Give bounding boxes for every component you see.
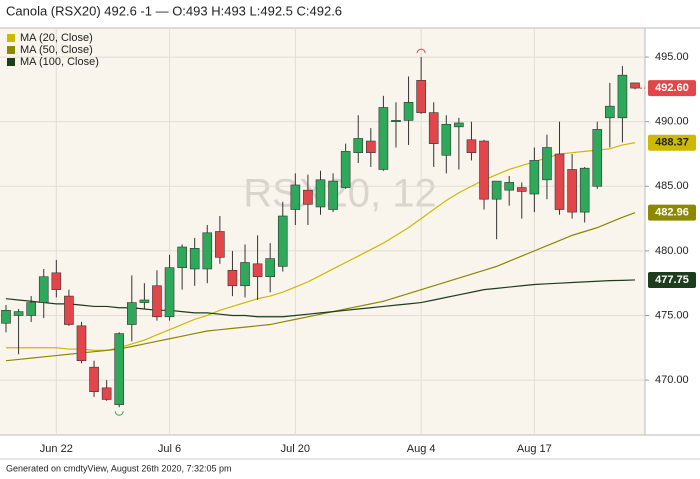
candle-body — [491, 180, 502, 200]
candle-body — [504, 182, 515, 191]
legend-swatch — [7, 34, 15, 42]
x-tick-label: Aug 17 — [517, 443, 552, 455]
legend-label: MA (50, Close) — [20, 44, 93, 56]
price-tag — [648, 80, 696, 97]
candle-body — [428, 112, 439, 144]
candle-body — [391, 120, 401, 122]
x-tick-label: Aug 4 — [407, 443, 436, 455]
legend-label: MA (20, Close) — [20, 32, 93, 44]
y-tick-label: 475.00 — [655, 309, 689, 321]
candle-body — [315, 179, 326, 208]
y-tick-label: 470.00 — [655, 374, 689, 386]
x-tick-label: Jul 20 — [281, 443, 310, 455]
price-tag-label: 477.75 — [655, 274, 689, 286]
plot-area — [0, 28, 645, 435]
candle-body — [202, 232, 213, 270]
candle-body — [441, 123, 452, 156]
ma-line — [5, 279, 636, 318]
x-tick-label: Jun 22 — [40, 443, 73, 455]
candle-body — [542, 147, 552, 181]
legend-label: MA (100, Close) — [20, 56, 99, 68]
candle-body — [328, 180, 338, 210]
candle-body — [454, 122, 464, 128]
candle-body — [127, 302, 137, 325]
candle-body — [164, 267, 175, 318]
candle-body — [64, 295, 74, 325]
price-tag-label: 482.96 — [655, 207, 689, 219]
price-tag — [648, 204, 696, 221]
x-tick-label: Jul 6 — [158, 443, 181, 455]
price-tag — [648, 271, 696, 288]
ma-line — [5, 212, 636, 362]
watermark: RSX20, 12 — [243, 172, 436, 216]
price-tag-label: 492.60 — [655, 82, 689, 94]
candle-body — [630, 82, 640, 89]
candle-body — [76, 325, 87, 362]
price-tag-label: 488.37 — [655, 137, 689, 149]
low-marker — [114, 411, 124, 416]
y-tick-label: 485.00 — [655, 180, 689, 192]
candle-body — [139, 299, 150, 303]
candle-body — [277, 215, 288, 267]
candle-body — [303, 189, 313, 205]
y-tick-label: 490.00 — [655, 116, 689, 128]
candle-body — [265, 258, 275, 278]
candle-body — [416, 80, 426, 113]
candle-body — [51, 272, 62, 290]
legend-swatch — [7, 46, 15, 54]
legend-swatch — [7, 58, 15, 66]
candle-body — [227, 269, 238, 287]
high-marker — [416, 48, 426, 54]
candle-body — [567, 169, 577, 213]
candle-body — [38, 276, 49, 303]
candle-body — [252, 263, 263, 278]
candle-body — [592, 129, 603, 187]
candle-body — [177, 246, 187, 268]
candle-body — [340, 151, 351, 188]
candle-body — [378, 107, 389, 170]
candle-body — [215, 231, 225, 258]
candle-body — [617, 74, 628, 119]
y-tick-label: 495.00 — [655, 51, 689, 63]
candle-body — [466, 139, 477, 153]
price-tag — [648, 134, 696, 151]
candle-body — [290, 184, 301, 210]
candle-body — [605, 105, 615, 119]
candle-body — [1, 310, 11, 324]
candle-body — [101, 387, 112, 400]
chart-title: Canola (RSX20) 492.6 -1 — O:493 H:493 L:… — [6, 3, 342, 18]
candle-body — [479, 140, 489, 200]
candle-body — [403, 101, 414, 121]
candle-body — [13, 311, 24, 316]
candle-body — [114, 333, 125, 405]
candle-body — [516, 187, 527, 192]
candle-body — [366, 140, 376, 153]
candle-body — [152, 285, 162, 318]
candle-body — [89, 366, 99, 393]
candle-body — [529, 160, 540, 195]
candle-body — [554, 153, 565, 210]
candle-body — [353, 138, 364, 153]
candle-body — [579, 167, 590, 213]
footer: Generated on cmdtyView, August 26th 2020… — [6, 463, 232, 473]
candle-body — [189, 247, 200, 270]
candle-body — [26, 302, 36, 316]
y-tick-label: 480.00 — [655, 245, 689, 257]
candle-body — [240, 262, 250, 287]
